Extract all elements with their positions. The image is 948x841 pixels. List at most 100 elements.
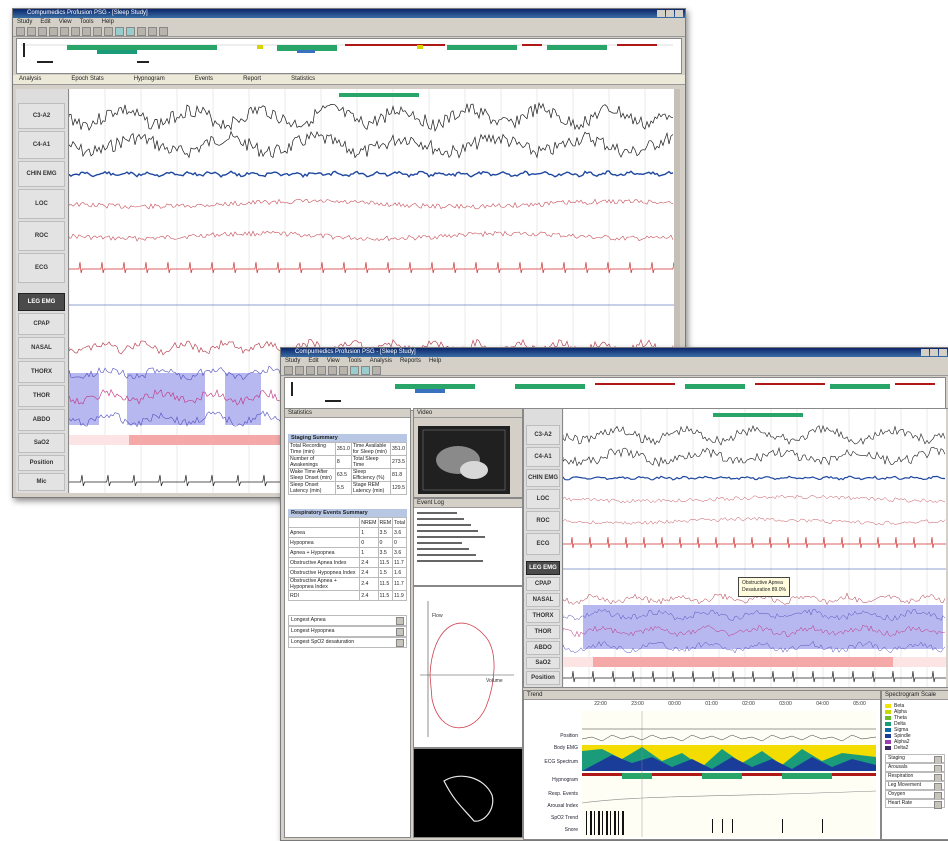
channel-label[interactable]: THOR [526, 625, 560, 639]
marker-icon[interactable] [104, 26, 113, 36]
hypnogram-overview[interactable] [16, 38, 682, 74]
menu-help[interactable]: Help [428, 358, 442, 364]
copy-icon[interactable] [71, 26, 80, 36]
zoom-out-icon[interactable] [361, 365, 370, 375]
channel-label[interactable]: LEG EMG [526, 561, 560, 575]
channel-label[interactable]: SaO2 [18, 433, 65, 453]
menu-tools[interactable]: Tools [79, 19, 94, 25]
tab-report[interactable]: Report [243, 76, 262, 82]
channel-label[interactable]: C3-A2 [18, 103, 65, 129]
channel-label[interactable]: CPAP [526, 577, 560, 591]
legend-row[interactable]: Heart Rate [885, 799, 945, 809]
undo-icon[interactable] [49, 26, 58, 36]
channel-label[interactable]: C4-A1 [526, 447, 560, 467]
channel-label[interactable]: ECG [18, 253, 65, 283]
menu-view[interactable]: View [326, 358, 340, 364]
channel-label[interactable]: CHIN EMG [526, 469, 560, 487]
signal-traces[interactable] [562, 409, 948, 687]
channel-label[interactable]: Position [18, 455, 65, 471]
event-log-row[interactable] [417, 552, 519, 558]
channel-label[interactable]: THORX [18, 361, 65, 383]
close-button[interactable] [939, 349, 947, 356]
save-icon[interactable] [295, 365, 304, 375]
menu-tools[interactable]: Tools [347, 358, 362, 364]
event-log-row[interactable] [417, 546, 519, 552]
legend-row[interactable]: Respiration [885, 772, 945, 782]
channel-label[interactable]: NASAL [526, 593, 560, 607]
channel-label[interactable]: ROC [18, 221, 65, 251]
channel-label[interactable]: ABDO [18, 409, 65, 431]
trend-graphic[interactable] [582, 711, 876, 837]
channel-label[interactable]: CHIN EMG [18, 161, 65, 187]
maximize-button[interactable] [666, 10, 674, 17]
event-log-row[interactable] [417, 540, 519, 546]
event-icon[interactable] [159, 26, 168, 36]
zoom-out-icon[interactable] [126, 26, 135, 36]
zoom-in-icon[interactable] [115, 26, 124, 36]
tab-epoch-stats[interactable]: Epoch Stats [71, 76, 104, 82]
channel-label[interactable]: ROC [526, 511, 560, 531]
menu-analysis[interactable]: Analysis [369, 358, 392, 364]
channel-label[interactable]: LOC [18, 189, 65, 219]
menu-help[interactable]: Help [101, 19, 114, 25]
menu-edit[interactable]: Edit [308, 358, 319, 364]
channel-label[interactable]: ECG [526, 533, 560, 555]
event-icon[interactable] [372, 365, 381, 375]
menu-study[interactable]: Study [17, 19, 33, 25]
channel-label[interactable]: NASAL [18, 337, 65, 359]
zoom-in-icon[interactable] [350, 365, 359, 375]
event-log-row[interactable] [417, 510, 519, 516]
save-icon[interactable] [27, 26, 36, 36]
event-log-row[interactable] [417, 558, 519, 564]
undo-icon[interactable] [317, 365, 326, 375]
tab-hypnogram[interactable]: Hypnogram [133, 76, 165, 82]
event-log-row[interactable] [417, 522, 519, 528]
montage-icon[interactable] [137, 26, 146, 36]
copy-icon[interactable] [339, 365, 348, 375]
close-button[interactable] [675, 10, 683, 17]
longest-hypopnea-link[interactable]: Longest Hypopnea [288, 626, 407, 637]
patient-video[interactable] [418, 426, 510, 494]
maximize-button[interactable] [930, 349, 938, 356]
channel-label[interactable]: C4-A1 [18, 131, 65, 159]
channel-label[interactable]: C3-A2 [526, 425, 560, 445]
arrow-icon[interactable] [93, 26, 102, 36]
open-icon[interactable] [16, 26, 25, 36]
minimize-button[interactable] [921, 349, 929, 356]
longest-desaturation-link[interactable]: Longest SpO2 desaturation [288, 637, 407, 648]
menu-edit[interactable]: Edit [40, 19, 51, 25]
channel-label[interactable]: CPAP [18, 313, 65, 335]
hypnogram-overview[interactable] [284, 377, 946, 411]
channel-label[interactable]: LEG EMG [18, 293, 65, 311]
vertical-scrollbar[interactable] [674, 89, 680, 493]
open-icon[interactable] [284, 365, 293, 375]
menu-reports[interactable]: Reports [399, 358, 421, 364]
event-log-row[interactable] [417, 534, 519, 540]
legend-row[interactable]: Arousals [885, 763, 945, 773]
event-log-row[interactable] [417, 516, 519, 522]
cut-icon[interactable] [328, 365, 337, 375]
legend-row[interactable]: Staging [885, 754, 945, 764]
event-log-panel[interactable]: Event Log [413, 498, 523, 586]
print-icon[interactable] [38, 26, 47, 36]
tab-analysis[interactable]: Analysis [19, 76, 42, 82]
channel-label[interactable]: Mic [18, 473, 65, 491]
channel-label[interactable]: Position [526, 671, 560, 685]
legend-row[interactable]: Oxygen [885, 790, 945, 800]
paste-icon[interactable] [82, 26, 91, 36]
menu-study[interactable]: Study [285, 358, 301, 364]
tab-statistics[interactable]: Statistics [291, 76, 316, 82]
channel-label[interactable]: SaO2 [526, 657, 560, 669]
channel-label[interactable]: ABDO [526, 641, 560, 655]
filter-icon[interactable] [148, 26, 157, 36]
channel-label[interactable]: LOC [526, 489, 560, 509]
channel-label[interactable]: THORX [526, 609, 560, 623]
minimize-button[interactable] [657, 10, 665, 17]
event-log-row[interactable] [417, 528, 519, 534]
channel-label[interactable]: THOR [18, 385, 65, 407]
legend-row[interactable]: Leg Movement [885, 781, 945, 791]
print-icon[interactable] [306, 365, 315, 375]
menu-view[interactable]: View [58, 19, 72, 25]
cut-icon[interactable] [60, 26, 69, 36]
tab-events[interactable]: Events [194, 76, 214, 82]
